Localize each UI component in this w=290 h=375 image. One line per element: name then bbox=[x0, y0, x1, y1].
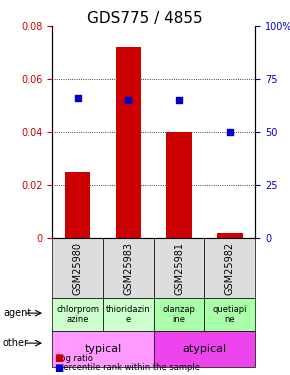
Text: atypical: atypical bbox=[182, 344, 226, 354]
Text: GSM25980: GSM25980 bbox=[72, 242, 83, 295]
Bar bbox=[166, 132, 192, 238]
Text: log ratio: log ratio bbox=[58, 354, 93, 363]
Text: ■: ■ bbox=[54, 363, 63, 372]
Text: typical: typical bbox=[84, 344, 122, 354]
Point bbox=[126, 98, 130, 104]
Point bbox=[75, 95, 80, 101]
FancyBboxPatch shape bbox=[154, 238, 204, 298]
Text: GSM25982: GSM25982 bbox=[225, 242, 235, 295]
FancyBboxPatch shape bbox=[52, 298, 103, 331]
Bar bbox=[116, 48, 141, 238]
Text: agent: agent bbox=[3, 308, 31, 318]
Point bbox=[227, 129, 232, 135]
Bar bbox=[217, 233, 242, 238]
FancyBboxPatch shape bbox=[103, 298, 154, 331]
FancyBboxPatch shape bbox=[154, 331, 255, 368]
Text: ■: ■ bbox=[54, 353, 63, 363]
Text: olanzap
ine: olanzap ine bbox=[163, 305, 195, 324]
FancyBboxPatch shape bbox=[103, 238, 154, 298]
Bar bbox=[65, 172, 90, 238]
Point bbox=[177, 98, 182, 104]
Text: chlorprom
azine: chlorprom azine bbox=[56, 305, 99, 324]
Text: GSM25981: GSM25981 bbox=[174, 242, 184, 295]
FancyBboxPatch shape bbox=[204, 238, 255, 298]
FancyBboxPatch shape bbox=[154, 298, 204, 331]
Text: percentile rank within the sample: percentile rank within the sample bbox=[58, 363, 200, 372]
FancyBboxPatch shape bbox=[204, 298, 255, 331]
FancyBboxPatch shape bbox=[52, 331, 154, 368]
Text: other: other bbox=[3, 338, 29, 348]
Text: quetiapi
ne: quetiapi ne bbox=[213, 305, 247, 324]
Text: GSM25983: GSM25983 bbox=[123, 242, 133, 295]
Text: thioridazin
e: thioridazin e bbox=[106, 305, 151, 324]
FancyBboxPatch shape bbox=[52, 238, 103, 298]
Text: GDS775 / 4855: GDS775 / 4855 bbox=[87, 11, 203, 26]
